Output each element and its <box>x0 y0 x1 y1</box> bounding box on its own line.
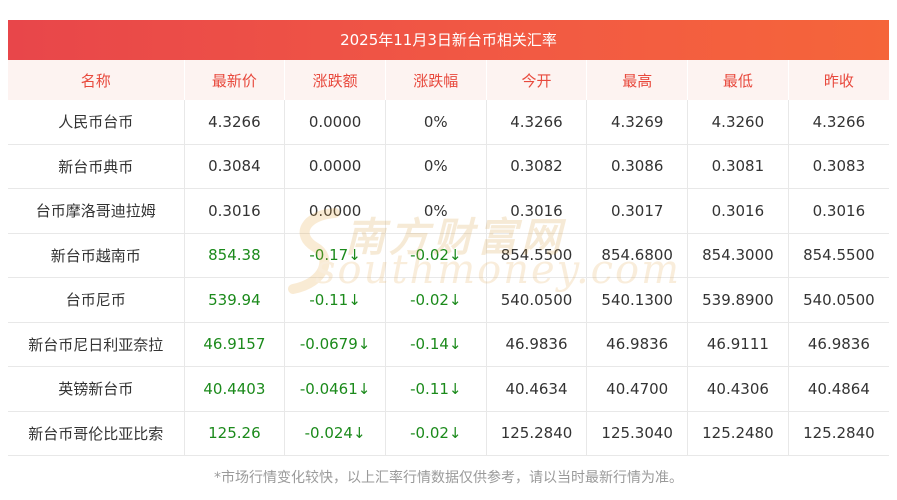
cell-latest: 46.9157 <box>184 322 286 367</box>
rate-panel: 2025年11月3日新台币相关汇率 名称 最新价 涨跌额 涨跌幅 今开 最高 最… <box>8 20 889 456</box>
cell-low: 0.3081 <box>687 144 789 189</box>
cell-latest: 125.26 <box>184 411 286 456</box>
cell-name: 新台币尼日利亚奈拉 <box>8 322 185 367</box>
cell-name: 新台币越南币 <box>8 233 185 278</box>
cell-latest: 4.3266 <box>184 100 286 145</box>
cell-prev-close: 125.2840 <box>788 411 889 456</box>
cell-low: 0.3016 <box>687 188 789 234</box>
cell-change: -0.024↓ <box>284 411 386 456</box>
cell-name: 新台币典币 <box>8 144 185 189</box>
disclaimer-footnote: *市场行情变化较快，以上汇率行情数据仅供参考，请以当时最新行情为准。 <box>214 470 683 486</box>
cell-low: 854.3000 <box>687 233 789 278</box>
cell-change-pct: 0% <box>385 144 487 189</box>
cell-open: 46.9836 <box>486 322 588 367</box>
cell-latest: 539.94 <box>184 277 286 323</box>
header-high: 最高 <box>586 60 689 100</box>
table-row: 台币尼币 539.94 -0.11↓ -0.02↓ 540.0500 540.1300 53… <box>8 277 889 323</box>
cell-change: -0.0679↓ <box>284 322 386 367</box>
table-row: 英镑新台币 40.4403 -0.0461↓ -0.11↓ 40.4634 40.4700… <box>8 366 889 412</box>
exchange-rate-table: 名称 最新价 涨跌额 涨跌幅 今开 最高 最低 昨收 人民币台币 4.3266 0.… <box>8 60 889 456</box>
cell-high: 125.3040 <box>586 411 689 456</box>
cell-change-pct: -0.02↓ <box>385 277 487 323</box>
cell-open: 4.3266 <box>486 100 588 145</box>
cell-change-pct: -0.02↓ <box>385 411 487 456</box>
cell-name: 新台币哥伦比亚比索 <box>8 411 185 456</box>
cell-prev-close: 40.4864 <box>788 366 889 412</box>
cell-high: 46.9836 <box>586 322 689 367</box>
cell-open: 540.0500 <box>486 277 588 323</box>
cell-low: 46.9111 <box>687 322 789 367</box>
cell-change: -0.11↓ <box>284 277 386 323</box>
cell-open: 854.5500 <box>486 233 588 278</box>
cell-prev-close: 4.3266 <box>788 100 889 145</box>
cell-open: 0.3082 <box>486 144 588 189</box>
cell-name: 英镑新台币 <box>8 366 185 412</box>
cell-latest: 0.3084 <box>184 144 286 189</box>
table-header-row: 名称 最新价 涨跌额 涨跌幅 今开 最高 最低 昨收 <box>8 60 889 100</box>
cell-open: 40.4634 <box>486 366 588 412</box>
header-name: 名称 <box>8 60 185 100</box>
cell-change: -0.0461↓ <box>284 366 386 412</box>
table-row: 新台币越南币 854.38 -0.17↓ -0.02↓ 854.5500 854.6800… <box>8 233 889 278</box>
header-change: 涨跌额 <box>284 60 386 100</box>
cell-open: 0.3016 <box>486 188 588 234</box>
cell-name: 人民币台币 <box>8 100 185 145</box>
cell-prev-close: 46.9836 <box>788 322 889 367</box>
cell-low: 125.2480 <box>687 411 789 456</box>
cell-low: 539.8900 <box>687 277 789 323</box>
cell-high: 854.6800 <box>586 233 689 278</box>
cell-latest: 40.4403 <box>184 366 286 412</box>
cell-prev-close: 0.3016 <box>788 188 889 234</box>
table-row: 台币摩洛哥迪拉姆 0.3016 0.0000 0% 0.3016 0.3017 0.3016… <box>8 188 889 234</box>
table-row: 人民币台币 4.3266 0.0000 0% 4.3266 4.3269 4.3260 4.3… <box>8 100 889 145</box>
header-low: 最低 <box>687 60 789 100</box>
cell-change-pct: -0.14↓ <box>385 322 487 367</box>
cell-high: 0.3017 <box>586 188 689 234</box>
cell-high: 4.3269 <box>586 100 689 145</box>
cell-open: 125.2840 <box>486 411 588 456</box>
cell-low: 40.4306 <box>687 366 789 412</box>
cell-high: 0.3086 <box>586 144 689 189</box>
cell-change-pct: 0% <box>385 188 487 234</box>
header-prev-close: 昨收 <box>788 60 889 100</box>
cell-change-pct: -0.11↓ <box>385 366 487 412</box>
table-row: 新台币尼日利亚奈拉 46.9157 -0.0679↓ -0.14↓ 46.9836 46.… <box>8 322 889 367</box>
header-latest: 最新价 <box>184 60 286 100</box>
cell-prev-close: 854.5500 <box>788 233 889 278</box>
cell-prev-close: 0.3083 <box>788 144 889 189</box>
cell-low: 4.3260 <box>687 100 789 145</box>
header-change-pct: 涨跌幅 <box>385 60 487 100</box>
cell-name: 台币摩洛哥迪拉姆 <box>8 188 185 234</box>
table-row: 新台币典币 0.3084 0.0000 0% 0.3082 0.3086 0.3081 0.3… <box>8 144 889 189</box>
cell-latest: 0.3016 <box>184 188 286 234</box>
cell-high: 540.1300 <box>586 277 689 323</box>
cell-prev-close: 540.0500 <box>788 277 889 323</box>
cell-latest: 854.38 <box>184 233 286 278</box>
cell-change: 0.0000 <box>284 100 386 145</box>
cell-name: 台币尼币 <box>8 277 185 323</box>
cell-change-pct: 0% <box>385 100 487 145</box>
cell-change: 0.0000 <box>284 144 386 189</box>
table-row: 新台币哥伦比亚比索 125.26 -0.024↓ -0.02↓ 125.2840 125.… <box>8 411 889 456</box>
cell-change: -0.17↓ <box>284 233 386 278</box>
cell-high: 40.4700 <box>586 366 689 412</box>
header-open: 今开 <box>486 60 588 100</box>
cell-change: 0.0000 <box>284 188 386 234</box>
cell-change-pct: -0.02↓ <box>385 233 487 278</box>
table-title: 2025年11月3日新台币相关汇率 <box>8 20 889 60</box>
